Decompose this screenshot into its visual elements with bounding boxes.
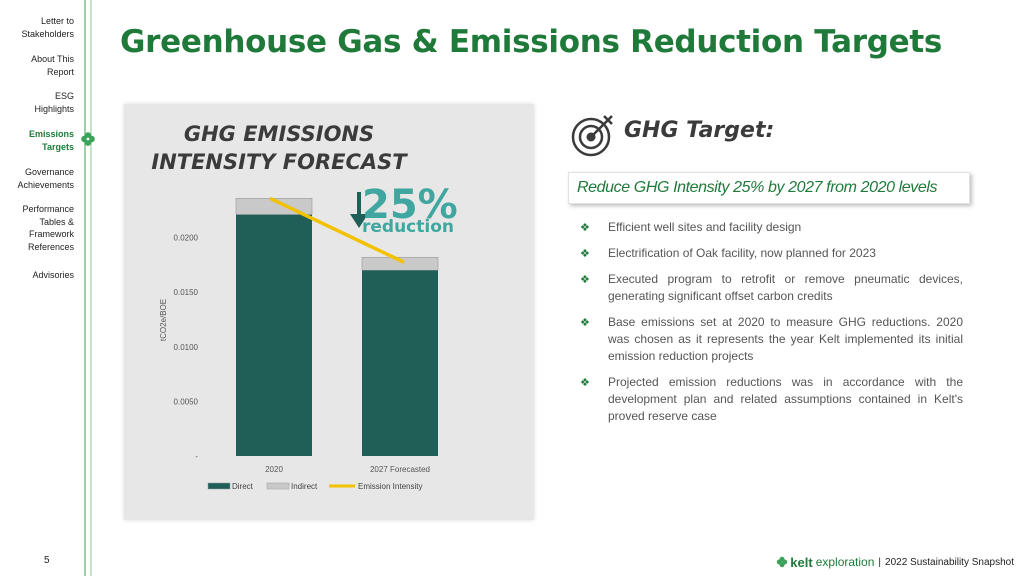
y-tick-label: 0.0150 — [174, 288, 199, 297]
x-tick-label: 2020 — [265, 465, 283, 474]
bullet-list: ❖ Efficient well sites and facility desig… — [580, 219, 963, 434]
reduction-percent: 25% — [362, 182, 458, 228]
diamond-bullet-icon: ❖ — [580, 222, 590, 234]
footer: kelt exploration | 2022 Sustainability S… — [776, 554, 1014, 570]
brand-sub: exploration — [815, 555, 875, 569]
list-item: ❖ Executed program to retrofit or remove … — [580, 271, 963, 305]
legend-label: Emission Intensity — [358, 482, 422, 491]
sidebar-nav: Letter to Stakeholders About This Report… — [0, 0, 80, 576]
list-item: ❖ Base emissions set at 2020 to measure G… — [580, 314, 963, 365]
legend-label: Indirect — [291, 482, 318, 491]
legend-swatch — [207, 482, 231, 490]
nav-label-line: Letter to — [40, 16, 74, 26]
nav-label-line: Achievements — [17, 179, 74, 190]
sidebar-rail — [84, 0, 86, 576]
kelt-logo-icon — [777, 556, 788, 568]
nav-label-line: ESG — [54, 91, 74, 101]
bar-direct — [362, 270, 438, 456]
nav-label-line: Performance — [22, 204, 74, 214]
chart-title-line: GHG EMISSIONS — [183, 122, 375, 146]
y-axis-label: tCO2e/BOE — [159, 299, 168, 341]
list-item: ❖ Electrification of Oak facility, now pl… — [580, 245, 963, 262]
nav-esg-highlights[interactable]: ESG Highlights — [0, 90, 74, 115]
reduction-label: reduction — [362, 217, 454, 237]
diamond-bullet-icon: ❖ — [580, 377, 590, 389]
legend-label: Direct — [232, 482, 254, 491]
brand-name: kelt — [790, 554, 813, 570]
bullet-text: Projected emission reductions was in acc… — [608, 375, 963, 423]
clover-icon — [81, 132, 95, 146]
nav-label-line: Stakeholders — [21, 28, 74, 39]
list-item: ❖ Projected emission reductions was in ac… — [580, 374, 963, 425]
chart-panel: GHG EMISSIONS INTENSITY FORECAST - 0.0050… — [124, 104, 534, 520]
target-title: GHG Target: — [624, 118, 775, 143]
nav-label-line: Emissions — [28, 129, 74, 139]
list-item: ❖ Efficient well sites and facility desig… — [580, 219, 963, 236]
nav-label-line: Targets — [42, 141, 74, 152]
y-tick-label: 0.0050 — [174, 397, 199, 406]
x-tick-label: 2027 Forecasted — [370, 465, 430, 474]
sidebar-rail — [90, 0, 92, 576]
bullet-text: Executed program to retrofit or remove p… — [608, 272, 963, 303]
diamond-bullet-icon: ❖ — [580, 317, 590, 329]
nav-label-line: Governance — [24, 167, 74, 177]
bar-indirect — [361, 256, 439, 271]
bar-direct — [236, 214, 312, 456]
nav-about-this-report[interactable]: About This Report — [0, 53, 74, 78]
nav-label-line: Report — [46, 66, 74, 77]
nav-advisories[interactable]: Advisories — [0, 269, 74, 282]
emission-intensity-line — [269, 196, 405, 264]
nav-label-line: Highlights — [34, 103, 74, 114]
y-tick-label: 0.0200 — [174, 234, 199, 243]
legend-swatch — [266, 482, 290, 490]
target-icon — [571, 115, 613, 157]
nav-emissions-targets[interactable]: Emissions Targets — [0, 128, 74, 153]
page-number: 5 — [44, 555, 50, 566]
nav-letter-to-stakeholders[interactable]: Letter to Stakeholders — [0, 15, 74, 40]
nav-label-line: About This — [31, 54, 74, 64]
bullet-text: Base emissions set at 2020 to measure GH… — [608, 315, 963, 363]
chart-title: GHG EMISSIONS INTENSITY FORECAST — [124, 120, 434, 176]
nav-label-line: Framework — [28, 229, 74, 239]
nav-governance-achievements[interactable]: Governance Achievements — [0, 166, 74, 191]
target-statement: Reduce GHG Intensity 25% by 2027 from 20… — [577, 179, 938, 196]
nav-performance-tables[interactable]: Performance Tables & Framework Reference… — [0, 203, 74, 253]
bullet-text: Electrification of Oak facility, now pla… — [608, 246, 876, 260]
arrow-down-icon — [350, 214, 368, 228]
diamond-bullet-icon: ❖ — [580, 274, 590, 286]
nav-label-line: Advisories — [32, 270, 74, 280]
y-tick-label: - — [195, 452, 198, 461]
chart-title-line: INTENSITY FORECAST — [151, 150, 407, 174]
nav-label-line: References — [27, 241, 74, 252]
y-tick-label: 0.0100 — [174, 343, 199, 352]
target-statement-box: Reduce GHG Intensity 25% by 2027 from 20… — [568, 172, 970, 204]
nav-label-line: Tables & — [39, 216, 74, 227]
footer-separator: | — [878, 556, 882, 568]
bullet-text: Efficient well sites and facility design — [608, 220, 802, 234]
emissions-chart: - 0.0050 0.0100 0.0150 0.0200 tCO2e/BOE 2020 20… — [159, 192, 439, 491]
diamond-bullet-icon: ❖ — [580, 248, 590, 260]
page-title: Greenhouse Gas & Emissions Reduction Tar… — [120, 24, 943, 60]
report-name: 2022 Sustainability Snapshot — [885, 556, 1014, 568]
